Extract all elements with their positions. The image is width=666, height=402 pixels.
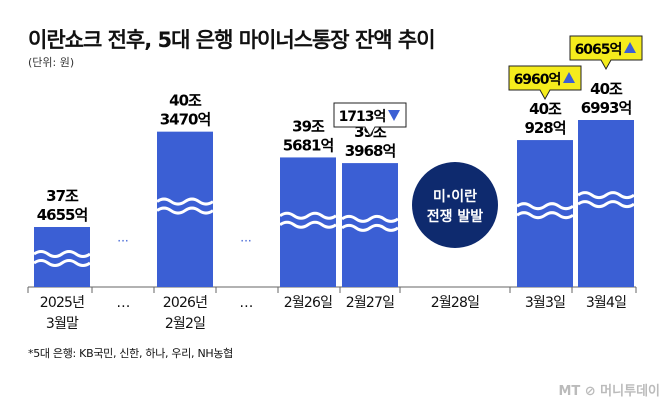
x-tick-label: …: [116, 295, 129, 311]
event-label: 미·이란: [433, 188, 477, 205]
callout-label: 6960억: [514, 72, 561, 88]
axis-break-wave: [156, 206, 214, 215]
chart-title: 이란쇼크 전후, 5대 은행 마이너스통장 잔액 추이: [28, 28, 436, 52]
axis-break-wave: [341, 214, 399, 223]
axis-break-wave: [516, 202, 574, 211]
ellipsis-mark: ···: [117, 234, 128, 248]
data-label: 39조: [292, 117, 325, 135]
data-label: 3470억: [160, 111, 211, 129]
data-label: 40조: [590, 80, 623, 98]
x-tick-label: 2025년: [40, 295, 85, 311]
triangle-up-icon: [563, 72, 575, 83]
data-label: 37조: [46, 187, 79, 205]
axis-break-wave: [33, 250, 91, 258]
axis-break-wave: [577, 200, 635, 209]
data-label: 3968억: [345, 142, 396, 160]
axis-break-wave: [516, 211, 574, 220]
unit-label: (단위: 원): [28, 56, 75, 69]
callout-box: [508, 65, 582, 101]
x-tick-label: 2월27일: [346, 295, 394, 311]
triangle-down-icon: [388, 110, 400, 121]
callout-box: [569, 35, 643, 71]
axis-break-wave: [577, 191, 635, 200]
callout-label: 1713억: [339, 109, 386, 125]
axis-break-wave: [279, 211, 337, 220]
x-tick-label: 3월말: [46, 316, 79, 332]
x-tick-label: 3월4일: [586, 295, 626, 311]
data-label: 928억: [524, 119, 565, 137]
callout-label: 6065억: [575, 42, 622, 58]
data-label: 4655억: [37, 206, 88, 224]
event-circle: [412, 162, 498, 248]
publisher-logo: MT ⊘ 머니투데이: [558, 384, 660, 399]
axis-break-wave: [156, 197, 214, 206]
footnote: *5대 은행: KB국민, 신한, 하나, 우리, NH농협: [28, 347, 233, 360]
x-tick-label: 2월28일: [431, 295, 479, 311]
x-tick-label: …: [239, 295, 252, 311]
data-label: 5681억: [283, 136, 334, 154]
event-label: 전쟁 발발: [427, 208, 484, 225]
axis-break-wave: [279, 220, 337, 229]
axis-break-wave: [341, 223, 399, 232]
triangle-up-icon: [624, 42, 636, 53]
x-tick-label: 2월2일: [165, 316, 205, 332]
data-label: 6993억: [581, 99, 632, 117]
ellipsis-mark: ···: [240, 234, 251, 248]
x-tick-label: 2월26일: [284, 295, 332, 311]
axis-break-wave: [33, 259, 91, 267]
data-label: 40조: [169, 92, 202, 110]
x-tick-label: 2026년: [163, 295, 208, 311]
callout-box: [333, 102, 407, 138]
data-label: 40조: [529, 100, 562, 118]
x-tick-label: 3월3일: [525, 295, 565, 311]
